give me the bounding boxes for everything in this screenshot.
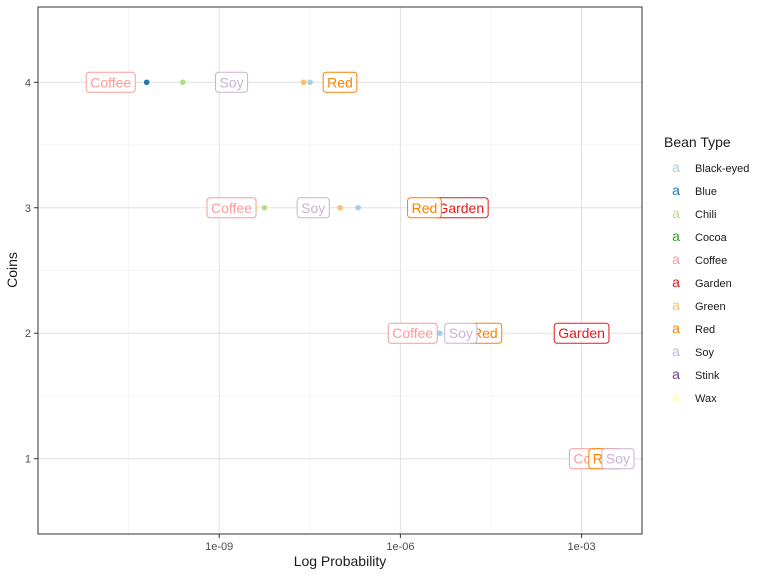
label-text: Garden: [437, 200, 484, 216]
legend-item-chili: a Chili: [672, 205, 716, 221]
legend-item-stink: a Stink: [672, 366, 720, 382]
legend-key: a: [672, 274, 680, 290]
label-text: Soy: [606, 451, 630, 467]
label-text: Red: [412, 200, 438, 216]
label-garden: Garden: [553, 322, 610, 344]
x-tick-label: 1e-03: [568, 541, 596, 553]
label-text: Coffee: [211, 200, 252, 216]
legend-label: Coffee: [695, 255, 727, 267]
point-black-eyed: [355, 204, 361, 211]
legend-label: Green: [695, 301, 726, 313]
legend-label: Chili: [695, 209, 716, 221]
legend-key: a: [672, 297, 680, 313]
legend-item-cocoa: a Cocoa: [672, 228, 728, 244]
label-red: Red: [407, 197, 442, 219]
legend-key: a: [672, 389, 680, 405]
legend-key: a: [672, 320, 680, 336]
label-coffee: Coffee: [206, 197, 257, 219]
y-tick-label: 2: [25, 328, 31, 340]
legend-label: Stink: [695, 370, 720, 382]
point-black-eyed: [437, 330, 443, 337]
label-text: Coffee: [392, 325, 433, 341]
label-box: [553, 322, 610, 344]
legend-item-soy: a Soy: [672, 343, 714, 359]
label-box: [206, 197, 257, 219]
point-green: [300, 79, 307, 86]
x-tick-label: 1e-09: [205, 541, 233, 553]
legend-key: a: [672, 343, 680, 359]
y-tick-label: 1: [25, 454, 31, 466]
legend: Bean Type a Black-eyed a Blue a Chili a Cocoa a C…: [664, 134, 749, 405]
legend-item-coffee: a Coffee: [672, 251, 727, 267]
legend-key: a: [672, 205, 680, 221]
panel-border: [37, 6, 643, 535]
legend-item-black-eyed: a Black-eyed: [672, 159, 749, 175]
panel-border-rect: [37, 6, 643, 535]
label-text: Red: [327, 74, 353, 90]
legend-key: a: [672, 228, 680, 244]
legend-key: a: [672, 159, 680, 175]
x-axis-title: Log Probability: [294, 553, 387, 569]
legend-item-wax: a Wax: [672, 389, 717, 405]
legend-label: Blue: [695, 186, 717, 198]
label-text: Red: [472, 325, 498, 341]
label-box: [296, 197, 330, 219]
label-coffee: Coffee: [85, 71, 136, 93]
label-box: [214, 71, 249, 93]
legend-key: a: [672, 366, 680, 382]
legend-key: a: [672, 182, 680, 198]
label-box: [387, 322, 438, 344]
label-text: Soy: [449, 325, 473, 341]
label-box: [444, 322, 478, 344]
label-box: [322, 71, 358, 93]
legend-label: Garden: [695, 278, 732, 290]
legend-key: a: [672, 251, 680, 267]
point-labels: CoffeeCoffeeCoffeeCoffeeGardenGardenRedR…: [85, 71, 635, 470]
label-text: Soy: [301, 200, 325, 216]
label-text: Soy: [219, 74, 243, 90]
point-green: [337, 204, 343, 211]
label-soy: Soy: [296, 197, 330, 219]
label-garden: Garden: [432, 197, 489, 219]
point-blue: [143, 79, 150, 86]
legend-item-blue: a Blue: [672, 182, 717, 198]
label-soy: Soy: [444, 322, 478, 344]
label-soy: Soy: [214, 71, 249, 93]
legend-item-garden: a Garden: [672, 274, 732, 290]
legend-label: Soy: [695, 347, 714, 359]
label-red: Red: [322, 71, 358, 93]
legend-label: Red: [695, 324, 715, 336]
axes: 1e-09 1e-06 1e-03 1 2 3 4: [25, 77, 596, 553]
y-tick-label: 3: [25, 203, 31, 215]
legend-item-red: a Red: [672, 320, 715, 336]
legend-label: Wax: [695, 393, 717, 405]
point-chili: [180, 79, 186, 86]
point-chili: [261, 204, 268, 211]
label-soy: Soy: [601, 448, 635, 470]
y-tick-label: 4: [25, 77, 31, 89]
point-black-eyed: [307, 79, 313, 86]
y-axis-title: Coins: [4, 252, 20, 288]
label-box: [85, 71, 136, 93]
label-box: [407, 197, 442, 219]
label-box: [601, 448, 635, 470]
legend-label: Cocoa: [695, 232, 728, 244]
legend-title: Bean Type: [664, 134, 731, 150]
x-tick-label: 1e-06: [386, 541, 414, 553]
label-text: Coffee: [90, 74, 131, 90]
legend-label: Black-eyed: [695, 163, 749, 175]
label-text: Garden: [558, 325, 605, 341]
label-coffee: Coffee: [387, 322, 438, 344]
legend-item-green: a Green: [672, 297, 725, 313]
